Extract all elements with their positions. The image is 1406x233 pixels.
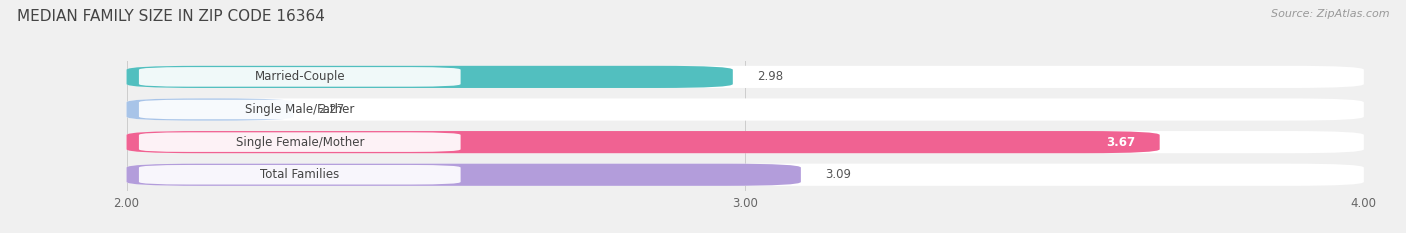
Text: 3.09: 3.09 (825, 168, 852, 181)
FancyBboxPatch shape (139, 132, 461, 152)
FancyBboxPatch shape (127, 98, 294, 121)
Text: Source: ZipAtlas.com: Source: ZipAtlas.com (1271, 9, 1389, 19)
FancyBboxPatch shape (127, 164, 801, 186)
Text: 3.67: 3.67 (1105, 136, 1135, 149)
FancyBboxPatch shape (139, 165, 461, 185)
FancyBboxPatch shape (139, 67, 461, 87)
Text: 2.98: 2.98 (758, 70, 783, 83)
FancyBboxPatch shape (127, 66, 1364, 88)
Text: Single Male/Father: Single Male/Father (245, 103, 354, 116)
Text: MEDIAN FAMILY SIZE IN ZIP CODE 16364: MEDIAN FAMILY SIZE IN ZIP CODE 16364 (17, 9, 325, 24)
Text: Married-Couple: Married-Couple (254, 70, 344, 83)
FancyBboxPatch shape (139, 100, 461, 119)
Text: Total Families: Total Families (260, 168, 339, 181)
FancyBboxPatch shape (127, 98, 1364, 121)
FancyBboxPatch shape (127, 164, 1364, 186)
FancyBboxPatch shape (127, 66, 733, 88)
FancyBboxPatch shape (127, 131, 1364, 153)
Text: 2.27: 2.27 (318, 103, 344, 116)
FancyBboxPatch shape (127, 131, 1160, 153)
Text: Single Female/Mother: Single Female/Mother (236, 136, 364, 149)
